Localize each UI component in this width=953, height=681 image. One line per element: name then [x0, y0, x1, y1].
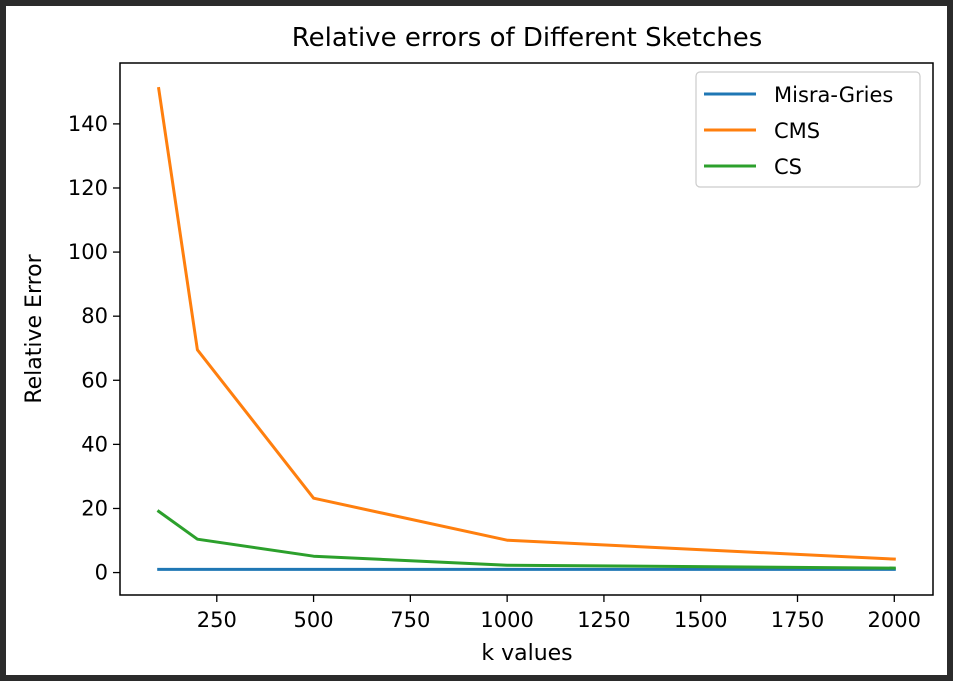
series-line-cs [156, 509, 896, 570]
x-tick-label: 1500 [674, 608, 727, 632]
chart-title: Relative errors of Different Sketches [292, 23, 763, 53]
y-tick-label: 140 [68, 112, 108, 136]
legend-box [695, 71, 921, 188]
line-chart: Relative errors of Different Sketches 25… [22, 23, 934, 666]
x-tick-label: 1000 [480, 608, 533, 632]
y-tick-label: 100 [68, 240, 108, 264]
x-tick-label: 750 [390, 608, 430, 632]
y-tick-label: 20 [81, 496, 108, 520]
legend-label: CMS [774, 119, 820, 143]
x-tick-label: 1250 [577, 608, 630, 632]
y-tick-label: 0 [95, 561, 108, 585]
x-tick-label: 2000 [868, 608, 921, 632]
y-tick-label: 60 [81, 368, 108, 392]
legend-items: Misra-Gries CMS CS [704, 83, 893, 179]
x-axis: 250 500 750 1000 1250 1500 1750 2000 [197, 595, 921, 632]
x-axis-label: k values [481, 641, 572, 666]
legend-label: Misra-Gries [774, 83, 893, 107]
x-tick-label: 500 [294, 608, 334, 632]
legend-label: CS [774, 155, 802, 179]
legend: Misra-Gries CMS CS [695, 71, 921, 188]
y-tick-label: 120 [68, 176, 108, 200]
y-tick-label: 80 [81, 304, 108, 328]
y-axis-label: Relative Error [22, 253, 47, 403]
plot-lines [156, 86, 896, 571]
chart-canvas: Relative errors of Different Sketches 25… [6, 6, 947, 675]
y-tick-label: 40 [81, 432, 108, 456]
x-tick-label: 250 [197, 608, 237, 632]
series-line-cms [156, 86, 896, 561]
y-axis: 0 20 40 60 80 100 120 140 [68, 112, 120, 585]
plot-frame [119, 62, 934, 596]
x-tick-label: 1750 [771, 608, 824, 632]
